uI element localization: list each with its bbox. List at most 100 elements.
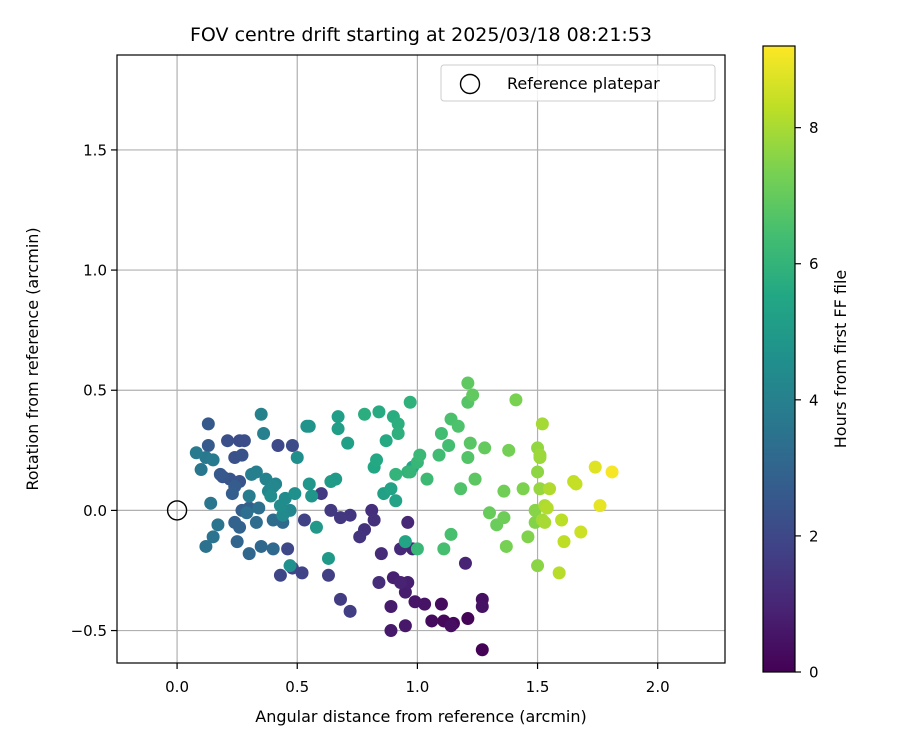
data-point	[206, 530, 220, 544]
data-point	[230, 535, 244, 549]
data-point	[401, 515, 415, 529]
x-tick-label: 1.5	[526, 678, 550, 696]
data-point	[403, 395, 417, 409]
data-point	[333, 592, 347, 606]
x-axis-label: Angular distance from reference (arcmin)	[255, 707, 586, 726]
data-point	[410, 542, 424, 556]
data-point	[295, 566, 309, 580]
y-axis-ticks: −0.5 0.0 0.5 1.0 1.5	[71, 141, 117, 640]
y-tick-label: 1.5	[83, 141, 107, 159]
data-point	[331, 422, 345, 436]
data-point	[420, 472, 434, 486]
data-point	[535, 417, 549, 431]
data-point	[271, 439, 285, 453]
data-point	[283, 559, 297, 573]
colorbar-tick-label: 6	[809, 255, 819, 273]
data-point	[593, 499, 607, 513]
colorbar-tick-label: 2	[809, 527, 819, 545]
data-point	[324, 503, 338, 517]
data-point	[384, 624, 398, 638]
data-point	[199, 539, 213, 553]
data-point	[321, 568, 335, 582]
data-point	[372, 575, 386, 589]
data-point	[257, 426, 271, 440]
data-point	[461, 451, 475, 465]
data-point	[531, 465, 545, 479]
colorbar-tick-label: 8	[809, 119, 819, 137]
data-point	[252, 501, 266, 515]
data-point	[331, 410, 345, 424]
x-tick-label: 2.0	[646, 678, 670, 696]
data-point	[437, 542, 451, 556]
data-point	[569, 477, 583, 491]
y-axis-label: Rotation from reference (arcmin)	[23, 227, 42, 490]
data-point	[461, 612, 475, 626]
data-point	[605, 465, 619, 479]
data-point	[528, 503, 542, 517]
data-point	[288, 487, 302, 501]
legend-box	[440, 64, 716, 102]
data-point	[466, 388, 480, 402]
data-point	[521, 530, 535, 544]
colorbar-ticks: 0 2 4 6 8	[795, 119, 819, 682]
data-point	[555, 513, 569, 527]
legend-marker-reference	[459, 73, 481, 95]
data-point	[273, 499, 287, 513]
x-tick-label: 1.0	[405, 678, 429, 696]
data-point	[531, 559, 545, 573]
data-point	[557, 535, 571, 549]
data-point	[574, 525, 588, 539]
data-point	[249, 465, 263, 479]
data-point	[242, 547, 256, 561]
y-tick-label: −0.5	[71, 622, 107, 640]
data-point	[204, 496, 218, 510]
data-point	[189, 446, 203, 460]
colorbar: 0 2 4 6 8 Hours from first FF file	[762, 45, 850, 682]
data-point	[461, 376, 475, 390]
data-point	[482, 506, 496, 520]
data-point	[497, 511, 511, 525]
data-point	[389, 467, 403, 481]
data-point	[254, 407, 268, 421]
data-point	[324, 475, 338, 489]
data-point	[264, 489, 278, 503]
data-point	[201, 417, 215, 431]
data-point	[509, 393, 523, 407]
data-point	[454, 482, 468, 496]
data-point	[475, 643, 489, 657]
data-point	[370, 453, 384, 467]
data-point	[432, 448, 446, 462]
data-point	[353, 530, 367, 544]
plot-frame	[116, 54, 726, 664]
data-point	[458, 556, 472, 570]
data-point	[499, 539, 513, 553]
data-point	[540, 501, 554, 515]
data-point	[266, 513, 280, 527]
data-point	[281, 542, 295, 556]
colorbar-label: Hours from first FF file	[831, 270, 850, 449]
x-tick-label: 0.0	[165, 678, 189, 696]
data-point	[206, 453, 220, 467]
colorbar-frame	[762, 45, 796, 673]
data-point	[302, 477, 316, 491]
data-point	[341, 436, 355, 450]
data-point	[425, 614, 439, 628]
data-point	[235, 448, 249, 462]
chart-title: FOV centre drift starting at 2025/03/18 …	[190, 24, 652, 46]
data-point	[444, 619, 458, 633]
legend-label-reference: Reference platepar	[507, 74, 660, 93]
x-axis-ticks: 0.0 0.5 1.0 1.5 2.0	[165, 663, 670, 696]
data-point	[451, 419, 465, 433]
data-point	[321, 551, 335, 565]
data-point	[413, 448, 427, 462]
data-point	[389, 494, 403, 508]
data-point	[273, 568, 287, 582]
data-point	[297, 513, 311, 527]
data-point	[343, 604, 357, 618]
colorbar-tick-label: 0	[809, 664, 819, 682]
data-point	[463, 436, 477, 450]
data-point	[225, 487, 239, 501]
data-point	[379, 434, 393, 448]
data-point	[233, 520, 247, 534]
